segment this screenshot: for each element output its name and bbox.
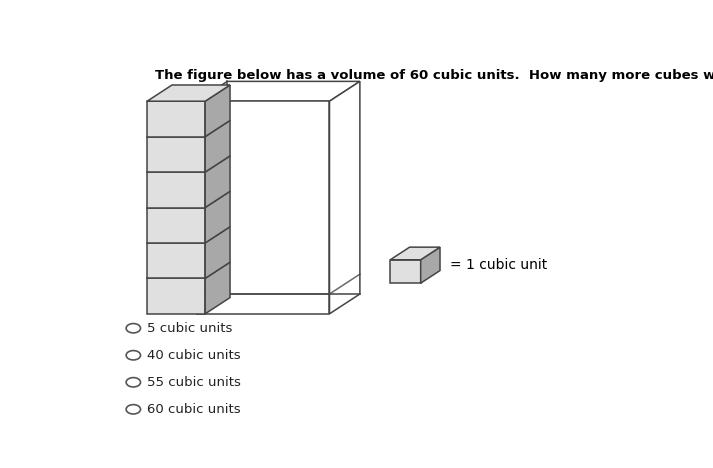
- Polygon shape: [390, 247, 440, 260]
- Text: The figure below has a volume of 60 cubic units.  How many more cubes will it ta: The figure below has a volume of 60 cubi…: [155, 69, 713, 82]
- Text: 40 cubic units: 40 cubic units: [147, 349, 241, 362]
- Polygon shape: [390, 260, 421, 283]
- Polygon shape: [197, 81, 360, 101]
- Polygon shape: [147, 137, 205, 172]
- Polygon shape: [205, 227, 230, 278]
- Polygon shape: [205, 85, 230, 137]
- Text: = 1 cubic unit: = 1 cubic unit: [450, 258, 547, 272]
- Text: 60 cubic units: 60 cubic units: [147, 403, 241, 416]
- Polygon shape: [329, 81, 360, 314]
- Text: 55 cubic units: 55 cubic units: [147, 376, 241, 389]
- Polygon shape: [147, 101, 205, 137]
- Polygon shape: [205, 262, 230, 314]
- Polygon shape: [197, 101, 329, 314]
- Polygon shape: [205, 156, 230, 207]
- Polygon shape: [147, 243, 205, 278]
- Polygon shape: [205, 191, 230, 243]
- Polygon shape: [205, 120, 230, 172]
- Text: 5 cubic units: 5 cubic units: [147, 322, 232, 335]
- Polygon shape: [147, 207, 205, 243]
- Polygon shape: [147, 85, 230, 101]
- Polygon shape: [421, 247, 440, 283]
- Polygon shape: [147, 278, 205, 314]
- Polygon shape: [147, 172, 205, 207]
